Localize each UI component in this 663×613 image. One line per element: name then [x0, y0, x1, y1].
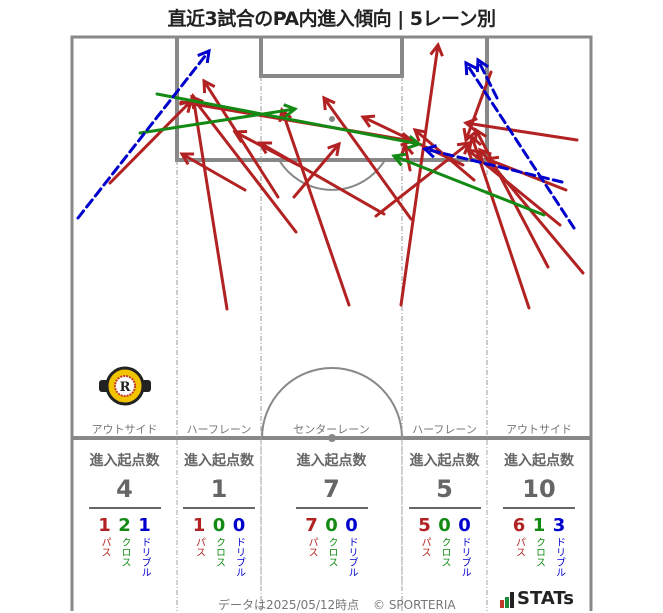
dribble-label: ドリブル: [346, 537, 357, 577]
footer: データは2025/05/12時点 © SPORTERIA: [218, 596, 456, 613]
pass-count: 1: [98, 515, 111, 536]
cross-count: 1: [532, 515, 546, 536]
cross-label: クロス: [533, 537, 545, 567]
pass-count: 7: [305, 515, 318, 536]
pass-label: パス: [419, 537, 430, 557]
cross-label: クロス: [119, 537, 130, 567]
bar-chart-icon: [500, 592, 514, 608]
lane-stats-center: 進入起点数 7 7 パス 0 クロス 0 ドリブル: [261, 450, 402, 577]
cross-label: クロス: [213, 537, 225, 567]
stat-header: 進入起点数: [504, 453, 574, 469]
lane-stats-outside-left: 進入起点数 4 1 パス 2 クロス 1 ドリブル: [72, 450, 177, 577]
stats-dividers: [176, 440, 488, 590]
stat-header: 進入起点数: [409, 453, 480, 469]
dribble-label: ドリブル: [233, 537, 245, 577]
stat-total: 10: [522, 475, 556, 503]
cross-count: 2: [118, 515, 131, 536]
copyright: © SPORTERIA: [373, 598, 456, 612]
dribble-count: 1: [138, 515, 151, 536]
cross-count: 0: [325, 515, 338, 536]
dribble-label: ドリブル: [139, 537, 150, 577]
brand-name: STATs: [517, 588, 574, 609]
lane-label-half-right: ハーフレーン: [412, 423, 477, 436]
cross-label: クロス: [439, 537, 450, 567]
stat-total: 7: [323, 475, 340, 503]
stat-header: 進入起点数: [184, 453, 254, 469]
pass-label: パス: [513, 537, 525, 557]
lane-stats-outside-right: 進入起点数 10 6 パス 1 クロス 3 ドリブル: [487, 450, 591, 577]
cross-label: クロス: [326, 537, 337, 567]
lane-label-outside-right: アウトサイド: [506, 423, 572, 436]
dribble-count: 0: [458, 515, 471, 536]
dribble-label: ドリブル: [459, 537, 470, 577]
dribble-count: 0: [345, 515, 358, 536]
dribble-label: ドリブル: [553, 537, 565, 577]
lane-label-center: センターレーン: [293, 423, 370, 436]
cross-arrows: [138, 92, 546, 217]
pass-count: 6: [512, 515, 526, 536]
svg-text:R: R: [120, 380, 131, 395]
lane-stats-half-right: 進入起点数 5 5 パス 0 クロス 0 ドリブル: [402, 450, 487, 577]
team-crest-icon: R: [99, 366, 151, 406]
arrows-layer: [76, 42, 585, 311]
cross-count: 0: [438, 515, 451, 536]
lane-label-half-left: ハーフレーン: [186, 423, 252, 436]
chart-title: 直近3試合のPA内進入傾向 | 5レーン別: [167, 8, 496, 30]
pass-label: パス: [306, 537, 317, 557]
lane-stats-half-left: 進入起点数 1 1 パス 0 クロス 0 ドリブル: [177, 450, 261, 577]
pass-arrows: [108, 42, 585, 311]
lane-label-outside-left: アウトサイド: [91, 423, 158, 436]
dribble-count: 0: [232, 515, 246, 536]
data-date-note: データは2025/05/12時点: [218, 598, 360, 612]
stat-total: 5: [436, 475, 453, 503]
stat-header: 進入起点数: [89, 453, 160, 469]
pass-label: パス: [99, 537, 110, 557]
pass-count: 5: [418, 515, 431, 536]
stat-header: 進入起点数: [296, 453, 367, 469]
pass-count: 1: [192, 515, 206, 536]
pass-label: パス: [193, 537, 205, 557]
brand-logo: STATs: [500, 590, 574, 608]
cross-count: 0: [212, 515, 226, 536]
stat-total: 1: [210, 475, 228, 503]
pitch-lines: [70, 35, 593, 611]
stat-total: 4: [116, 475, 133, 503]
dribble-arrows: [76, 48, 576, 230]
dribble-count: 3: [552, 515, 566, 536]
